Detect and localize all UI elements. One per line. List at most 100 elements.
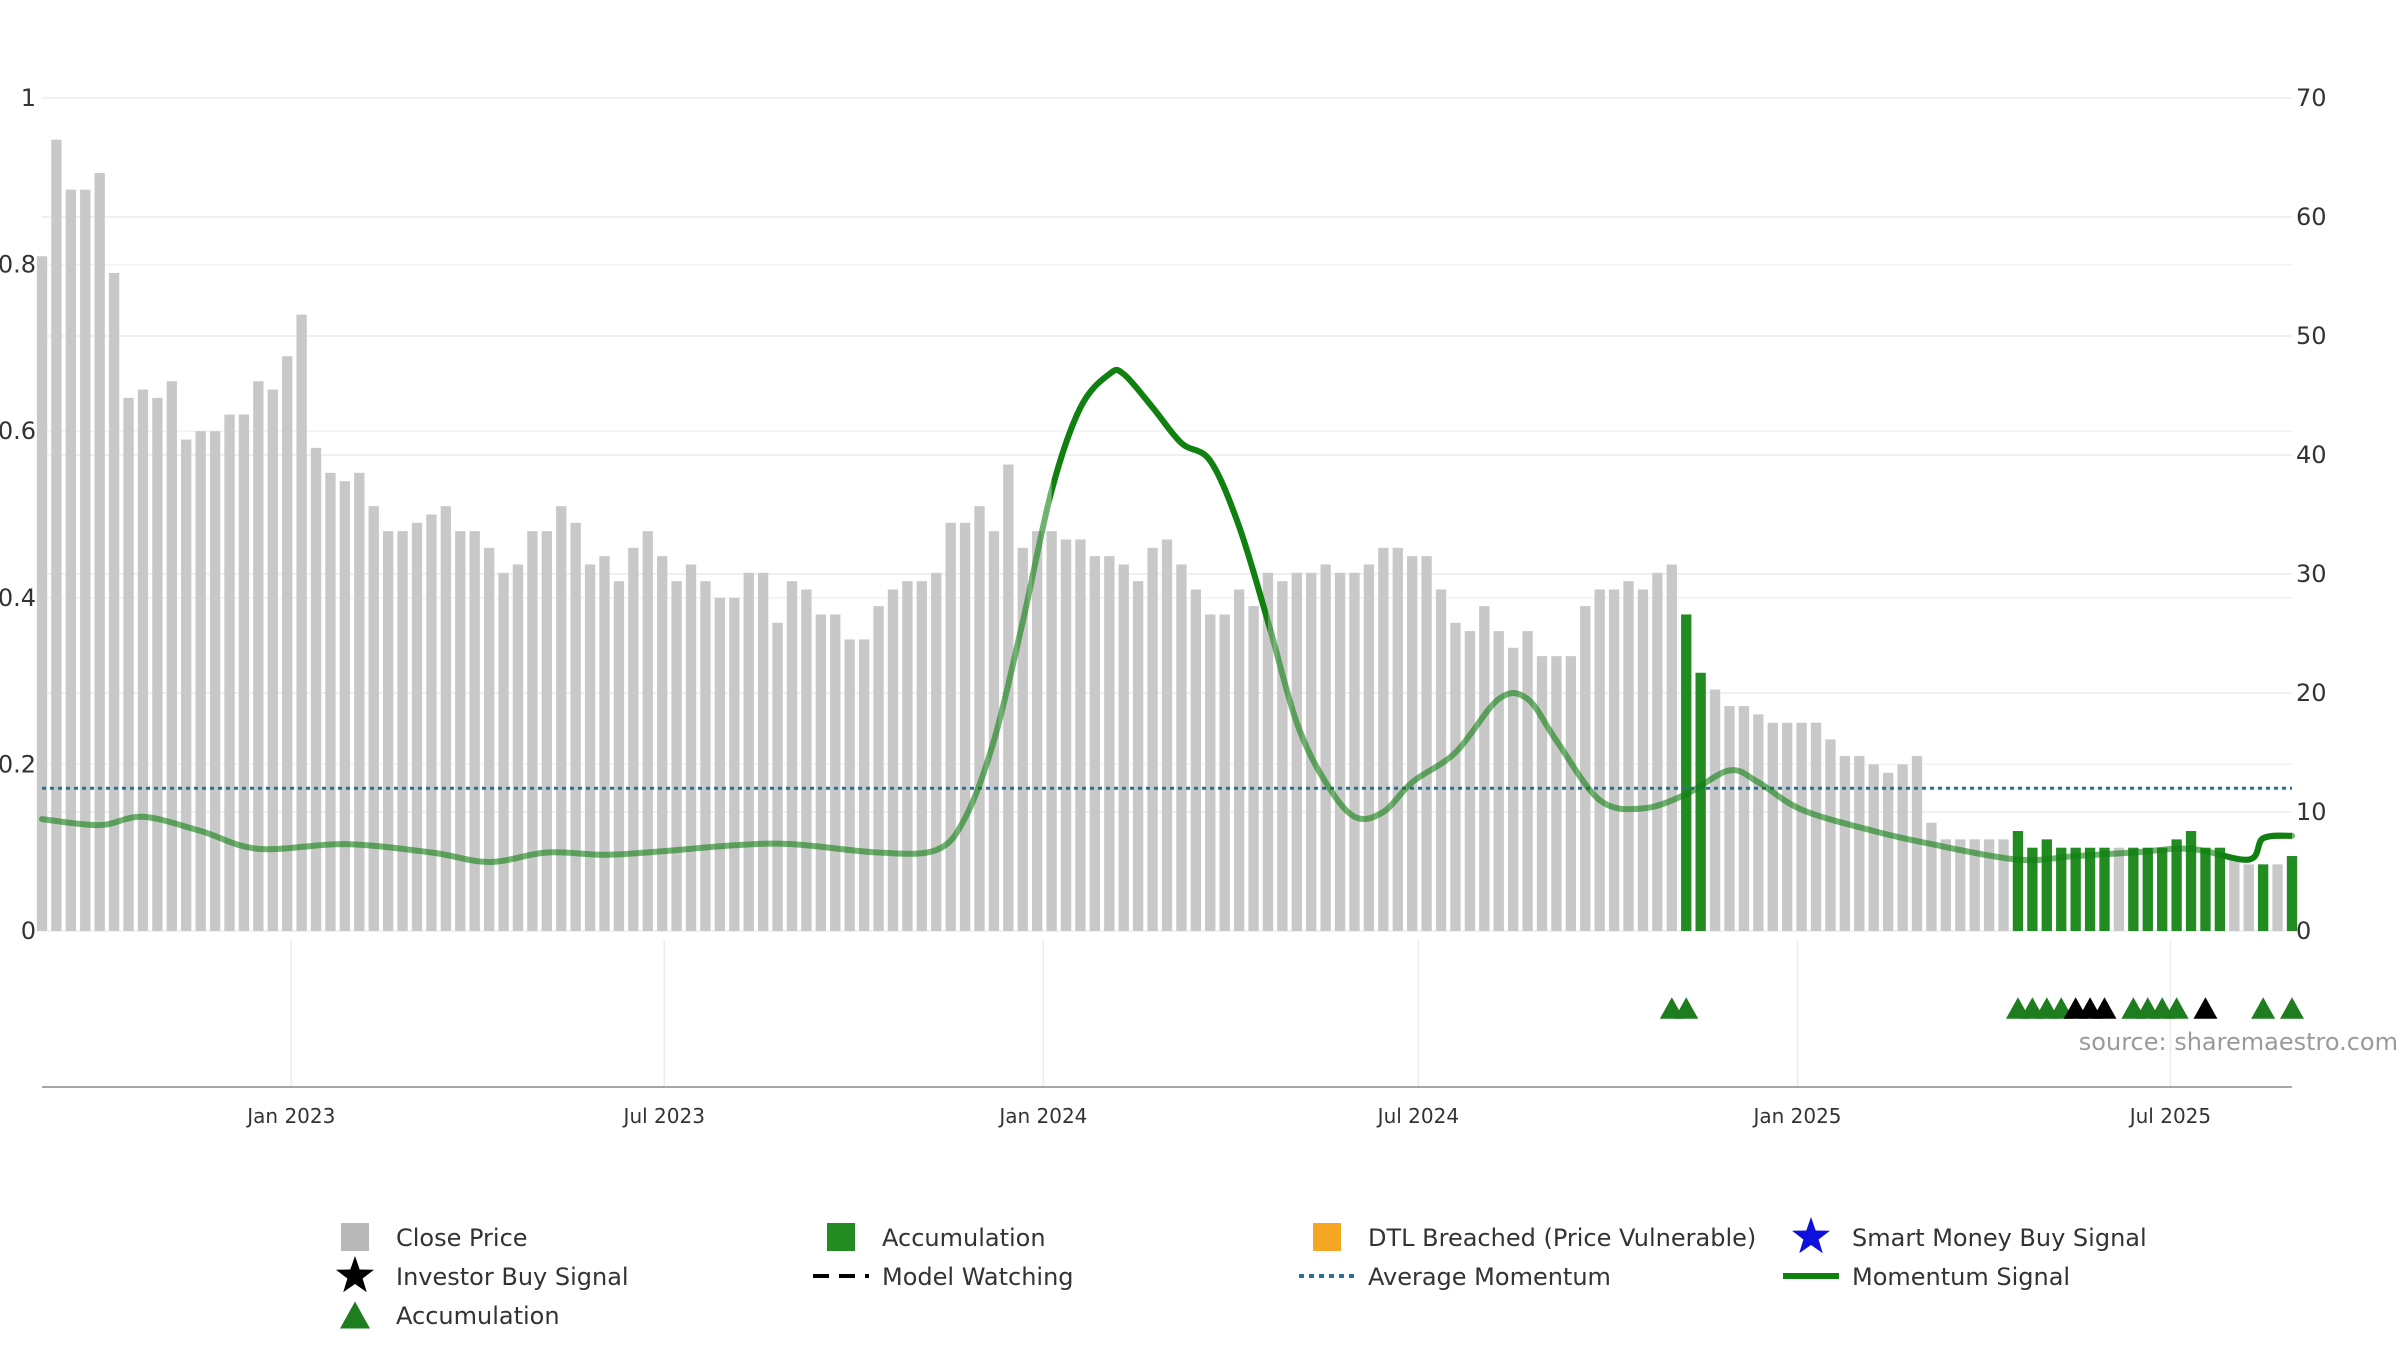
x-axis-tick-label: Jul 2023 [622, 1104, 705, 1128]
close-price-bar [469, 531, 480, 931]
close-price-bar [152, 397, 163, 931]
legend-star-icon [1792, 1217, 1830, 1254]
legend-star-icon [336, 1256, 374, 1293]
close-price-bar [959, 522, 971, 931]
close-price-bar [700, 581, 711, 931]
close-price-bar [238, 414, 250, 931]
close-price-bar [599, 556, 610, 931]
close-price-bar [1507, 647, 1519, 931]
close-price-bar [1493, 631, 1504, 931]
legend-label: DTL Breached (Price Vulnerable) [1368, 1224, 1756, 1252]
close-price-bar [1017, 547, 1028, 931]
close-price-bar [1248, 606, 1259, 931]
close-price-bar [1349, 572, 1360, 931]
close-price-bar [628, 547, 639, 931]
close-price-bar [1392, 547, 1403, 931]
close-price-bar [296, 314, 307, 932]
close-price-bar [1998, 839, 2009, 931]
right-axis-tick-label: 10 [2296, 798, 2327, 826]
x-axis-tick-label: Jul 2024 [1376, 1104, 1459, 1128]
close-price-bar [1060, 539, 1072, 931]
close-price-bar [743, 572, 754, 931]
x-axis-tick-label: Jan 2023 [245, 1104, 335, 1128]
close-price-bar [123, 397, 134, 931]
markers-layer [1659, 997, 2304, 1019]
close-price-bar [1320, 564, 1331, 931]
investor-buy-marker [2193, 997, 2218, 1019]
accumulation-bar [2084, 847, 2096, 931]
close-price-bar [166, 381, 177, 932]
close-price-bar [1334, 572, 1346, 931]
close-price-bar [1652, 572, 1663, 931]
close-price-bar [1796, 722, 1807, 931]
legend-label: Accumulation [396, 1302, 560, 1330]
close-price-bar [1104, 556, 1115, 931]
close-price-bar [556, 506, 567, 931]
legend-triangle-icon [340, 1301, 370, 1329]
close-price-bar [570, 522, 581, 931]
close-price-bar [974, 506, 985, 931]
accumulation-bar [2200, 847, 2211, 931]
close-price-bar [1882, 772, 1894, 931]
left-axis-tick-label: 1 [21, 84, 36, 112]
close-price-bar [1608, 589, 1620, 931]
close-price-bar [368, 506, 379, 931]
accumulation-marker [2251, 997, 2276, 1019]
close-price-bar [1709, 689, 1721, 931]
close-price-bar [397, 531, 408, 931]
close-price-bar [440, 506, 452, 931]
left-axis-tick-label: 0.2 [0, 750, 36, 778]
close-price-bar [873, 606, 884, 931]
legend-label: Close Price [396, 1224, 528, 1252]
left-axis-tick-label: 0.6 [0, 417, 36, 445]
legend-item: Accumulation [827, 1223, 1046, 1252]
x-axis-tick-label: Jan 2025 [1751, 1104, 1841, 1128]
close-price-bar [1565, 656, 1577, 931]
close-price-bar [1782, 722, 1793, 931]
close-price-bar [1089, 556, 1101, 931]
close-price-bar [1190, 589, 1202, 931]
close-price-bar [2113, 847, 2125, 931]
x-axis-tick-label: Jul 2025 [2128, 1104, 2211, 1128]
close-price-bar [498, 572, 509, 931]
close-price-bar [1868, 764, 1879, 931]
accumulation-bar [1695, 672, 1706, 931]
legend-swatch [827, 1223, 855, 1251]
x-axis-tick-label: Jan 2024 [997, 1104, 1087, 1128]
close-price-bar [1161, 539, 1173, 931]
close-price-bar [108, 272, 120, 931]
close-price-bar [1767, 722, 1778, 931]
close-price-bar [1046, 531, 1057, 931]
close-price-bar [858, 639, 870, 931]
close-price-bar [382, 531, 394, 931]
close-price-bar [1450, 622, 1461, 931]
legend-item: Accumulation [340, 1301, 560, 1330]
close-price-bar [1810, 722, 1822, 931]
close-price-bar [94, 172, 105, 932]
close-price-bar [65, 189, 77, 931]
close-price-bar [1825, 739, 1836, 931]
close-price-bar [1464, 631, 1476, 931]
accumulation-bar [1681, 614, 1692, 931]
accumulation-bar [2070, 847, 2081, 931]
accumulation-bar [2056, 847, 2067, 931]
right-axis-tick-label: 60 [2296, 203, 2327, 231]
close-price-bar [1032, 531, 1043, 931]
accumulation-bar [2099, 847, 2110, 931]
accumulation-bar [2157, 847, 2168, 931]
legend-label: Average Momentum [1368, 1263, 1611, 1291]
legend-item: Model Watching [813, 1263, 1074, 1291]
legend-label: Investor Buy Signal [396, 1263, 629, 1291]
close-price-bar [657, 556, 668, 931]
close-price-bar [1854, 756, 1865, 931]
accumulation-bar [2185, 831, 2197, 931]
right-axis-tick-label: 20 [2296, 679, 2327, 707]
close-price-bar [267, 389, 278, 931]
legend-item: Average Momentum [1299, 1263, 1611, 1291]
close-price-bar [1983, 839, 1995, 931]
close-price-bar [1363, 564, 1375, 931]
legend-label: Momentum Signal [1852, 1263, 2070, 1291]
close-price-bar [1219, 614, 1230, 931]
